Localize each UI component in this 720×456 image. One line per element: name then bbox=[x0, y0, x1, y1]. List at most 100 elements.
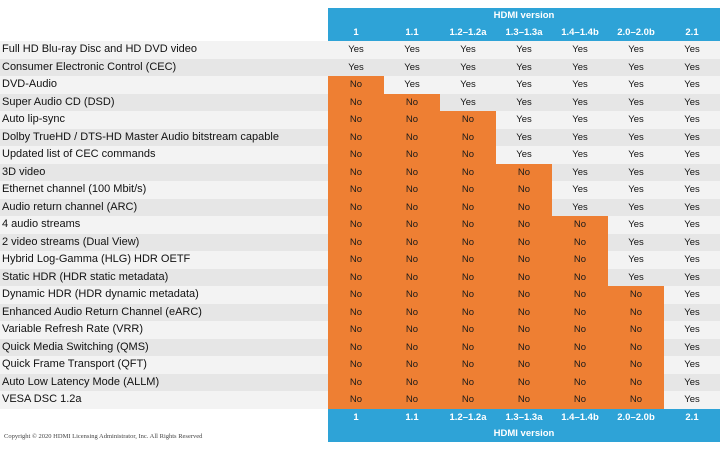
support-cell: Yes bbox=[664, 216, 720, 234]
support-cell: Yes bbox=[608, 216, 664, 234]
version-header-spacer bbox=[0, 24, 328, 41]
feature-label: Variable Refresh Rate (VRR) bbox=[0, 321, 328, 339]
support-cell: No bbox=[608, 391, 664, 409]
table-row: Quick Media Switching (QMS) No No No No No No Y… bbox=[0, 338, 720, 356]
support-cell: Yes bbox=[328, 58, 384, 76]
support-cell: Yes bbox=[496, 128, 552, 146]
support-cell: Yes bbox=[608, 198, 664, 216]
support-cell: Yes bbox=[496, 58, 552, 76]
support-cell: No bbox=[496, 198, 552, 216]
header-title-bar: HDMI version bbox=[0, 8, 720, 24]
support-cell: No bbox=[552, 286, 608, 304]
support-cell: No bbox=[608, 338, 664, 356]
support-cell: No bbox=[496, 216, 552, 234]
support-cell: No bbox=[552, 251, 608, 269]
support-cell: No bbox=[552, 303, 608, 321]
table-row: Enhanced Audio Return Channel (eARC) No No… bbox=[0, 303, 720, 321]
support-cell: No bbox=[440, 391, 496, 409]
footer-version-3: 1.3–1.3a bbox=[505, 411, 543, 423]
support-cell: No bbox=[384, 198, 440, 216]
support-cell: Yes bbox=[608, 163, 664, 181]
support-cell: No bbox=[552, 338, 608, 356]
support-cell: No bbox=[440, 356, 496, 374]
footer-version-5: 2.0–2.0b bbox=[617, 411, 655, 423]
support-cell: Yes bbox=[328, 41, 384, 59]
support-cell: Yes bbox=[664, 373, 720, 391]
support-cell: No bbox=[384, 128, 440, 146]
table-row: 3D video No No No No Yes Yes Yes bbox=[0, 163, 720, 181]
support-cell: Yes bbox=[608, 93, 664, 111]
support-cell: No bbox=[440, 303, 496, 321]
support-cell: Yes bbox=[664, 58, 720, 76]
table-row: Dolby TrueHD / DTS-HD Master Audio bitst… bbox=[0, 128, 720, 146]
support-cell: No bbox=[496, 233, 552, 251]
support-cell: Yes bbox=[552, 111, 608, 129]
support-cell: No bbox=[328, 111, 384, 129]
support-cell: Yes bbox=[552, 41, 608, 59]
version-footer-spacer bbox=[0, 408, 328, 426]
support-cell: Yes bbox=[664, 391, 720, 409]
header-version-0: 1 bbox=[353, 27, 359, 38]
header-version-4: 1.4–1.4b bbox=[561, 27, 599, 38]
support-cell: Yes bbox=[664, 76, 720, 94]
support-cell: No bbox=[496, 321, 552, 339]
support-cell: Yes bbox=[552, 58, 608, 76]
table-row: Quick Frame Transport (QFT) No No No No No No Y… bbox=[0, 356, 720, 374]
support-cell: No bbox=[440, 146, 496, 164]
feature-label: VESA DSC 1.2a bbox=[0, 391, 328, 409]
support-cell: No bbox=[440, 286, 496, 304]
support-cell: No bbox=[496, 356, 552, 374]
feature-label: Quick Media Switching (QMS) bbox=[0, 338, 328, 356]
support-cell: No bbox=[384, 321, 440, 339]
support-cell: No bbox=[384, 338, 440, 356]
table-row: 4 audio streams No No No No No Yes Yes bbox=[0, 216, 720, 234]
support-cell: No bbox=[328, 321, 384, 339]
support-cell: Yes bbox=[384, 58, 440, 76]
support-cell: No bbox=[440, 163, 496, 181]
support-cell: Yes bbox=[552, 76, 608, 94]
support-cell: Yes bbox=[384, 76, 440, 94]
support-cell: Yes bbox=[664, 41, 720, 59]
support-cell: No bbox=[440, 268, 496, 286]
support-cell: No bbox=[384, 356, 440, 374]
support-cell: No bbox=[384, 93, 440, 111]
support-cell: No bbox=[384, 181, 440, 199]
support-cell: No bbox=[328, 251, 384, 269]
feature-label: Audio return channel (ARC) bbox=[0, 198, 328, 216]
support-cell: Yes bbox=[664, 233, 720, 251]
feature-label: Dolby TrueHD / DTS-HD Master Audio bitst… bbox=[0, 128, 328, 146]
support-cell: Yes bbox=[608, 181, 664, 199]
feature-label: Dynamic HDR (HDR dynamic metadata) bbox=[0, 286, 328, 304]
support-cell: No bbox=[496, 338, 552, 356]
support-cell: No bbox=[328, 233, 384, 251]
support-cell: No bbox=[496, 286, 552, 304]
feature-label: Auto lip-sync bbox=[0, 111, 328, 129]
support-cell: Yes bbox=[664, 303, 720, 321]
support-cell: Yes bbox=[552, 146, 608, 164]
feature-label: 4 audio streams bbox=[0, 216, 328, 234]
table-row: Variable Refresh Rate (VRR) No No No No No No Y… bbox=[0, 321, 720, 339]
hdmi-feature-table: HDMI version 1 1.1 1.2–1.2a 1.3–1.3a 1.4–1.4… bbox=[0, 8, 720, 442]
table-row: Auto lip-sync No No No Yes Yes Yes Yes bbox=[0, 111, 720, 129]
support-cell: Yes bbox=[440, 41, 496, 59]
support-cell: No bbox=[440, 111, 496, 129]
table-row: Consumer Electronic Control (CEC) Yes Yes Y… bbox=[0, 58, 720, 76]
support-cell: No bbox=[328, 373, 384, 391]
support-cell: Yes bbox=[664, 163, 720, 181]
feature-label: Auto Low Latency Mode (ALLM) bbox=[0, 373, 328, 391]
support-cell: No bbox=[440, 181, 496, 199]
support-cell: Yes bbox=[664, 146, 720, 164]
feature-rows: Full HD Blu-ray Disc and HD DVD video Yes… bbox=[0, 41, 720, 409]
support-cell: Yes bbox=[552, 198, 608, 216]
support-cell: No bbox=[552, 391, 608, 409]
support-cell: Yes bbox=[608, 111, 664, 129]
table-row: Super Audio CD (DSD) No No Yes Yes Yes Yes Yes bbox=[0, 93, 720, 111]
support-cell: No bbox=[328, 76, 384, 94]
header-version-3: 1.3–1.3a bbox=[505, 27, 543, 38]
support-cell: No bbox=[384, 286, 440, 304]
support-cell: Yes bbox=[608, 233, 664, 251]
feature-label: Ethernet channel (100 Mbit/s) bbox=[0, 181, 328, 199]
support-cell: Yes bbox=[664, 286, 720, 304]
support-cell: No bbox=[328, 163, 384, 181]
table-row: 2 video streams (Dual View) No No No No No Yes… bbox=[0, 233, 720, 251]
